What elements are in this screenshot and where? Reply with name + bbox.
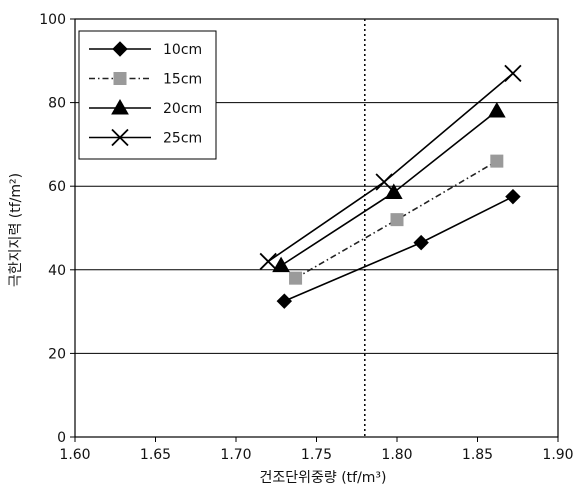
- y-tick-label-20: 20: [48, 346, 66, 362]
- point-10cm-1: [276, 293, 293, 309]
- legend-marker-10cm: [112, 41, 128, 57]
- legend-label-20cm: 20cm: [163, 101, 202, 117]
- y-tick-label-0: 0: [57, 430, 66, 446]
- series-10cm: [276, 188, 521, 309]
- point-15cm-2: [390, 213, 404, 227]
- point-20cm-3: [487, 101, 506, 118]
- point-10cm-3: [505, 188, 521, 205]
- point-10cm-2: [413, 234, 429, 251]
- legend-label-25cm: 25cm: [163, 131, 202, 147]
- legend-label-10cm: 10cm: [163, 42, 202, 58]
- point-25cm-2: [375, 173, 393, 191]
- x-tick-label-1.85: 1.85: [462, 447, 493, 463]
- x-tick-label-1.65: 1.65: [140, 447, 171, 463]
- series-line-10cm: [283, 195, 514, 302]
- series-25cm: [259, 64, 522, 271]
- x-tick-label-1.80: 1.80: [381, 447, 412, 463]
- x-tick-label-1.60: 1.60: [59, 447, 90, 463]
- x-tick-label-1.90: 1.90: [542, 447, 573, 463]
- y-tick-label-100: 100: [39, 12, 66, 28]
- point-15cm-3: [490, 154, 504, 168]
- legend-marker-15cm: [113, 72, 127, 85]
- series-layer: [259, 64, 522, 309]
- point-15cm-1: [289, 271, 303, 285]
- legend-label-15cm: 15cm: [163, 72, 202, 88]
- axes-layer: 0 20 40 60 80 100 1.60 1.65 1.70 1.75 1.80 1.85 1.90: [39, 12, 573, 463]
- x-axis-title: 건조단위중량 (tf/m³): [259, 470, 386, 486]
- point-20cm-1: [272, 256, 290, 273]
- x-tick-label-1.75: 1.75: [301, 447, 332, 463]
- point-20cm-2: [384, 183, 403, 199]
- series-line-20cm: [280, 110, 498, 267]
- legend-marker-25cm: [111, 128, 129, 147]
- point-25cm-1: [259, 252, 277, 271]
- series-line-25cm: [267, 72, 514, 263]
- y-tick-label-40: 40: [48, 263, 66, 279]
- legend: 10cm 15cm 20cm 25cm: [78, 30, 217, 160]
- point-25cm-3: [504, 64, 522, 82]
- legend-marker-20cm: [111, 98, 129, 115]
- series-15cm: [289, 154, 504, 285]
- x-tick-label-1.70: 1.70: [220, 447, 251, 463]
- y-axis-title: 극한지지력 (tf/m²): [8, 173, 24, 287]
- y-tick-label-60: 60: [48, 179, 66, 195]
- y-tick-label-80: 80: [48, 96, 66, 112]
- series-20cm: [272, 101, 506, 273]
